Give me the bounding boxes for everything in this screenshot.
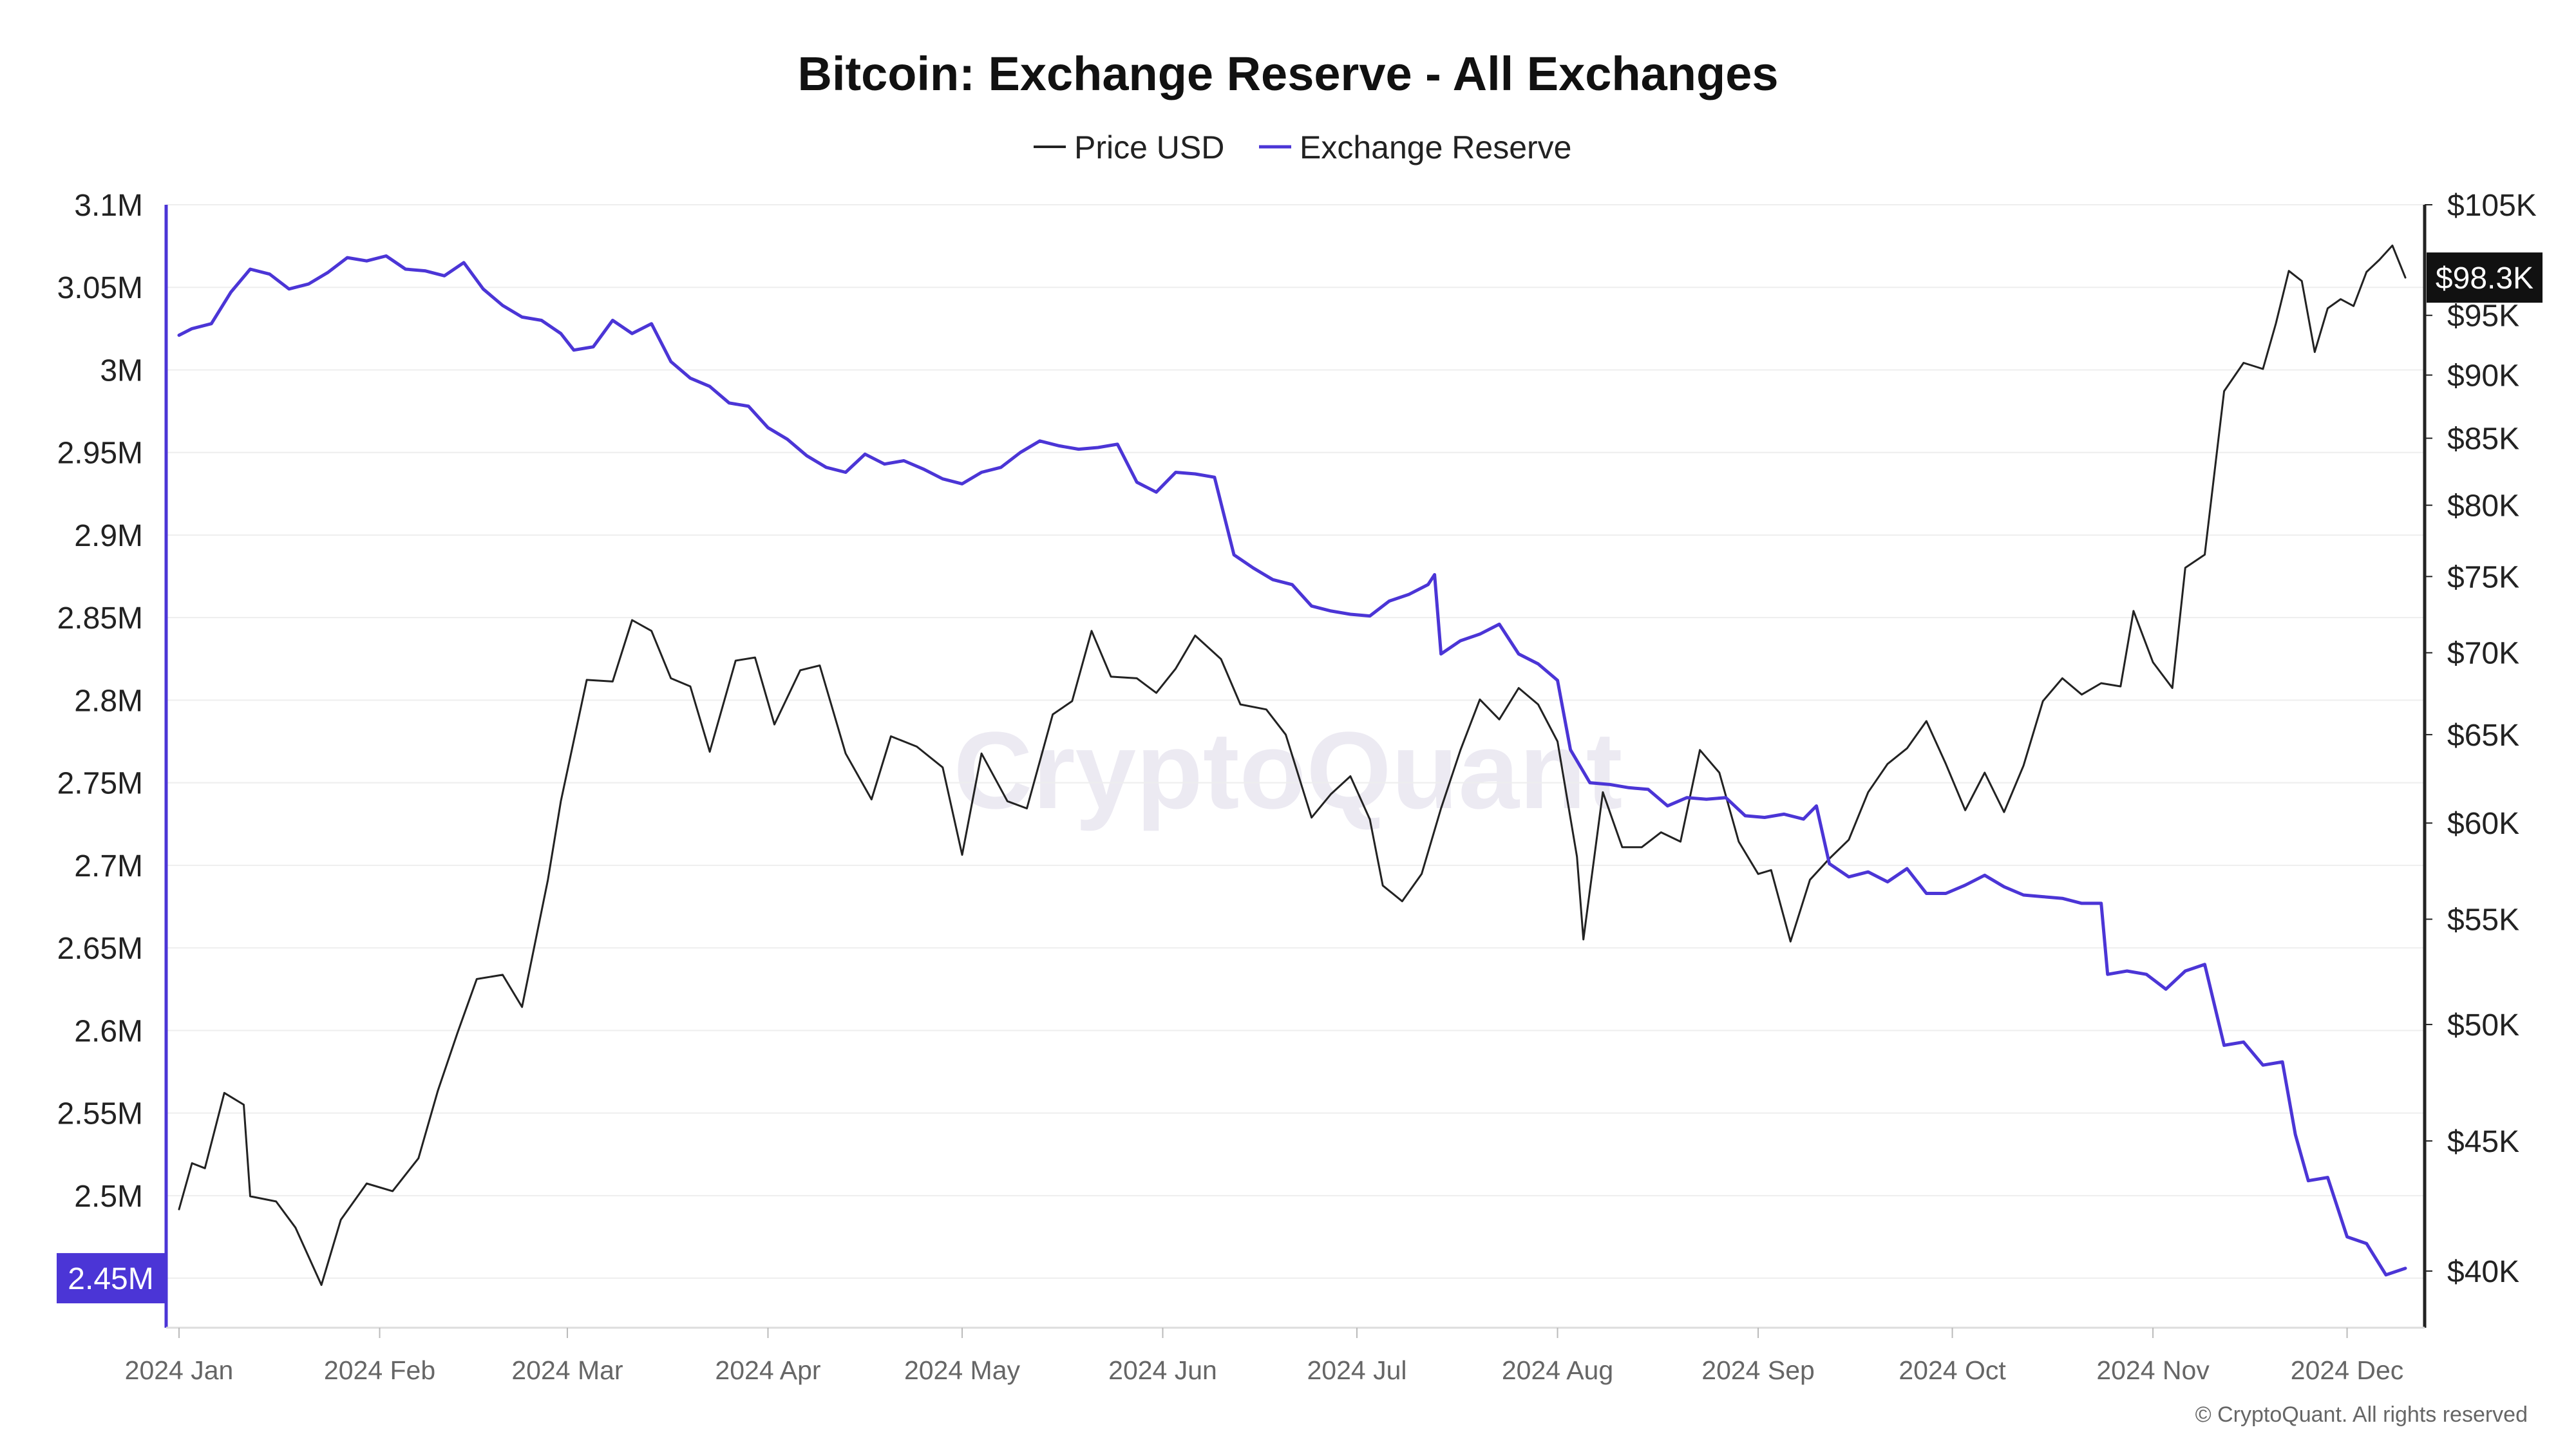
right-tick-label: $80K [2447,489,2519,523]
legend-item-price[interactable]: Price USD [1034,129,1224,165]
left-tick-label: 2.95M [57,437,143,471]
left-tick-label: 2.7M [74,849,143,883]
reserve-current-value: 2.45M [68,1262,153,1296]
x-axis-ticks: 2024 Jan 2024 Feb 2024 Mar 2024 Apr 2024 May… [125,1328,2404,1385]
price-current-badge: $98.3K [2427,252,2543,303]
x-tick-label: 2024 Feb [324,1355,435,1385]
left-tick-label: 2.55M [57,1097,143,1131]
legend-price-label: Price USD [1074,129,1224,165]
price-current-value: $98.3K [2436,261,2533,296]
left-tick-label: 2.6M [74,1014,143,1048]
x-tick-label: 2024 May [904,1355,1021,1385]
right-tick-label: $40K [2447,1255,2519,1289]
right-tick-label: $65K [2447,719,2519,753]
left-tick-label: 2.65M [57,932,143,966]
x-tick-label: 2024 Sep [1701,1355,1815,1385]
left-tick-label: 3M [100,354,143,388]
left-tick-label: 2.9M [74,519,143,553]
legend-reserve-label: Exchange Reserve [1300,129,1571,165]
x-tick-label: 2024 Jun [1108,1355,1217,1385]
left-tick-label: 2.5M [74,1180,143,1214]
gridlines [166,204,2425,1279]
x-tick-label: 2024 Jul [1307,1355,1406,1385]
left-tick-label: 2.85M [57,601,143,636]
right-tick-label: $45K [2447,1125,2519,1159]
left-tick-label: 3.1M [74,189,143,223]
reserve-current-badge: 2.45M [57,1253,165,1304]
x-tick-label: 2024 Oct [1899,1355,2006,1385]
right-tick-label: $90K [2447,359,2519,393]
chart-title: Bitcoin: Exchange Reserve - All Exchange… [798,47,1779,100]
x-tick-label: 2024 Jan [125,1355,234,1385]
reserve-current-badge-bg [57,1253,165,1304]
copyright: © CryptoQuant. All rights reserved [2195,1402,2528,1427]
price-current-badge-bg [2427,252,2543,303]
right-tick-label: $60K [2447,807,2519,841]
x-tick-label: 2024 Mar [511,1355,623,1385]
right-tick-label: $105K [2447,189,2537,223]
right-tick-label: $50K [2447,1008,2519,1042]
left-tick-label: 3.05M [57,271,143,305]
exchange-reserve-line[interactable] [177,254,2407,1277]
price-usd-line[interactable] [178,244,2407,1287]
right-tick-label: $70K [2447,637,2519,671]
right-tick-label: $75K [2447,560,2519,594]
left-tick-label: 2.8M [74,684,143,718]
right-tick-label: $95K [2447,299,2519,334]
left-axis-ticks: 2.45M2.5M2.55M2.6M2.65M2.7M2.75M2.8M2.85… [57,189,143,1296]
series-lines [177,244,2407,1287]
right-axis-ticks: $40K $45K $50K $55K $60K $65K $70K $75K $80K $85K… [2425,189,2537,1289]
x-tick-label: 2024 Nov [2096,1355,2210,1385]
x-tick-label: 2024 Aug [1502,1355,1613,1385]
watermark: CryptoQuant [954,710,1623,832]
x-tick-label: 2024 Dec [2291,1355,2404,1385]
right-tick-label: $55K [2447,903,2519,938]
legend: Price USD Exchange Reserve [1034,129,1571,165]
left-tick-label: 2.75M [57,767,143,801]
legend-item-reserve[interactable]: Exchange Reserve [1259,129,1571,165]
x-tick-label: 2024 Apr [715,1355,820,1385]
right-tick-label: $85K [2447,422,2519,457]
